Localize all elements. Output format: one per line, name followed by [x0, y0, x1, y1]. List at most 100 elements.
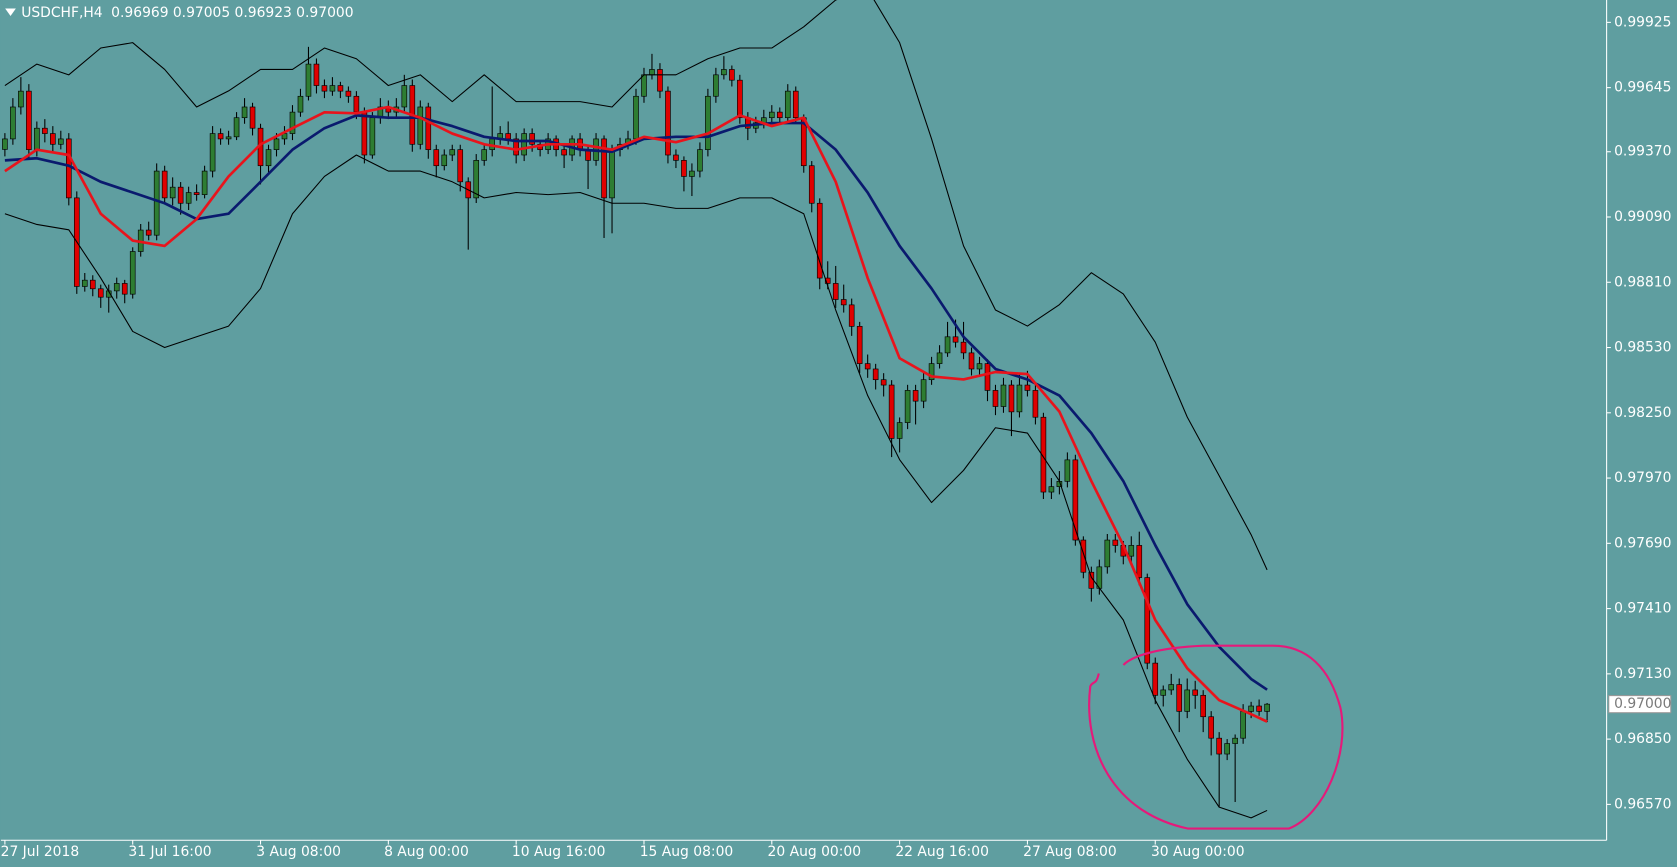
y-tick-label: 0.96570: [1614, 796, 1671, 812]
candle: [321, 79, 328, 99]
candle-body: [689, 170, 695, 177]
plot-area: [2, 0, 1270, 819]
candle: [417, 100, 424, 150]
candle-body: [1112, 539, 1119, 546]
candle-body: [1216, 737, 1222, 755]
candle-body: [840, 299, 847, 306]
candle-body: [872, 368, 879, 381]
candle-body: [521, 133, 527, 156]
candle-body: [1176, 684, 1183, 712]
candle-body: [665, 90, 671, 156]
candle: [920, 373, 927, 409]
candle: [984, 359, 991, 402]
candle: [209, 126, 216, 178]
candle-body: [481, 149, 488, 161]
candle: [944, 321, 951, 357]
candle-body: [721, 69, 727, 76]
candle: [848, 298, 855, 336]
readout-low: 0.96923: [235, 5, 292, 21]
candle-body: [18, 90, 24, 108]
candle: [840, 284, 847, 313]
candle-body: [425, 106, 432, 150]
candle-body: [1256, 705, 1262, 712]
candle: [265, 144, 272, 173]
x-tick-label: 15 Aug 08:00: [640, 844, 734, 860]
candle-body: [1264, 703, 1270, 712]
candle: [1208, 711, 1214, 756]
candle-body: [42, 127, 48, 134]
candle-body: [193, 192, 200, 195]
candle-body: [888, 384, 895, 439]
candle: [121, 279, 128, 304]
readout-close: 0.97000: [296, 5, 353, 21]
candle-body: [960, 341, 967, 354]
candle: [904, 384, 911, 430]
candle-body: [97, 288, 104, 298]
y-tick-label: 0.98530: [1614, 340, 1671, 356]
candle: [145, 221, 152, 241]
candle-body: [1136, 545, 1143, 578]
candle: [289, 105, 296, 141]
candle-body: [1128, 545, 1135, 557]
candle-body: [81, 279, 88, 287]
candle: [42, 119, 48, 143]
candle: [433, 144, 440, 178]
candle-body: [808, 165, 815, 204]
candle-body: [10, 106, 16, 140]
candle: [18, 77, 24, 115]
candle-body: [329, 85, 336, 92]
candle-body: [161, 170, 168, 199]
candle: [769, 105, 775, 124]
candle-body: [50, 133, 56, 145]
candle: [928, 356, 935, 385]
candle: [241, 98, 248, 124]
candle: [329, 77, 336, 96]
candle: [441, 149, 448, 171]
candle-body: [904, 390, 911, 423]
candle-body: [361, 111, 368, 156]
candle-body: [976, 363, 983, 370]
menu-triangle[interactable]: [5, 8, 16, 17]
candle: [457, 144, 464, 192]
candle-body: [657, 69, 663, 92]
candle-body: [217, 133, 224, 140]
y-tick-label: 0.97970: [1614, 470, 1671, 486]
candle-body: [417, 106, 424, 145]
candle-body: [34, 127, 40, 150]
candle: [665, 86, 671, 164]
candle-body: [936, 352, 943, 364]
readout-open: 0.96969: [111, 5, 168, 21]
indicator-line: [4, 0, 1268, 571]
candle-body: [113, 283, 120, 292]
candle: [784, 84, 791, 122]
candle: [369, 112, 376, 159]
candle: [26, 84, 32, 159]
candle: [513, 133, 519, 164]
indicator-line: [4, 154, 1268, 819]
candle-body: [1144, 577, 1151, 664]
candle: [50, 126, 56, 152]
candle: [1128, 536, 1135, 562]
candle-body: [944, 336, 951, 354]
candle: [792, 86, 799, 124]
candle: [729, 65, 735, 87]
candle-body: [473, 160, 480, 199]
candle: [561, 144, 567, 169]
candle-body: [145, 229, 152, 236]
candle-body: [1104, 539, 1111, 568]
candle: [113, 277, 120, 299]
candle-body: [561, 149, 567, 156]
candle-body: [856, 325, 863, 364]
candle-body: [169, 186, 176, 199]
candle-body: [1032, 390, 1039, 418]
y-tick-label: 0.98250: [1614, 405, 1671, 421]
candle-body: [920, 379, 927, 402]
candle-body: [792, 90, 799, 119]
candle: [697, 142, 703, 178]
symbol: USDCHF,H4: [21, 5, 103, 21]
candle-body: [609, 149, 615, 199]
candle: [313, 58, 320, 94]
candle-body: [289, 111, 296, 134]
candle: [97, 284, 104, 308]
